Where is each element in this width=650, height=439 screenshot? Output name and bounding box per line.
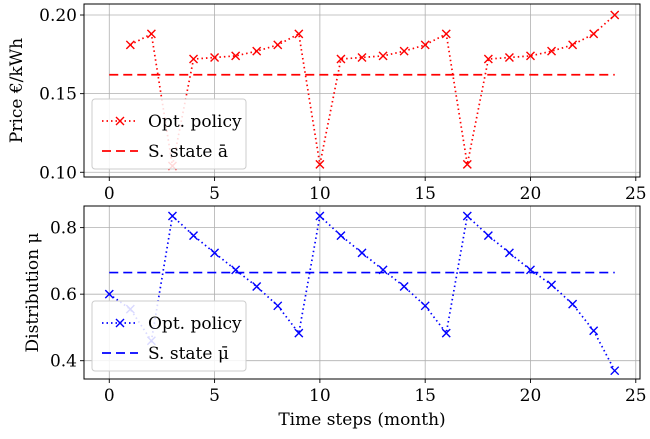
legend-label: S. state μ̄	[148, 344, 229, 364]
data-point-marker	[568, 299, 578, 309]
data-point-marker	[294, 328, 304, 338]
data-point-marker	[357, 52, 367, 62]
distribution-panel: 0 5 10 15 20 25 0.4 0.6 0.8 Distribution μ Time st…	[23, 205, 647, 430]
data-point-marker	[273, 40, 283, 50]
data-point-marker	[294, 29, 304, 39]
data-point-marker	[568, 40, 578, 50]
data-point-marker	[189, 54, 199, 64]
y-tick-label: 0.8	[50, 219, 77, 239]
x-tick-label: 15	[414, 184, 436, 204]
data-point-marker	[315, 211, 325, 221]
legend-marker	[115, 116, 125, 126]
data-point-marker	[547, 46, 557, 56]
data-point-marker	[336, 231, 346, 241]
data-point-marker	[462, 211, 472, 221]
data-point-marker	[441, 328, 451, 338]
data-point-marker	[378, 51, 388, 61]
x-tick-label: 5	[209, 386, 220, 406]
data-point-marker	[210, 52, 220, 62]
x-tick-label: 0	[104, 184, 115, 204]
data-point-marker	[610, 10, 620, 20]
data-point-marker	[589, 326, 599, 336]
data-point-marker	[525, 51, 535, 61]
series-line	[129, 14, 616, 167]
data-point-marker	[252, 46, 262, 56]
price-panel: 0 5 10 15 20 25 0.10 0.15 0.20 Price €/kWh Opt. po…	[7, 3, 647, 204]
x-axis-label: Time steps (month)	[278, 410, 445, 430]
data-point-marker	[399, 46, 409, 56]
legend-label: Opt. policy	[148, 112, 242, 132]
data-point-marker	[273, 301, 283, 311]
data-point-marker	[315, 159, 325, 169]
legend-label: S. state ā	[148, 142, 228, 162]
legend-marker	[115, 318, 125, 328]
y-tick-label: 0.6	[50, 285, 77, 305]
data-point-marker	[231, 51, 241, 61]
data-point-marker	[210, 248, 220, 258]
axes-frame	[83, 3, 641, 178]
y-tick-label: 0.10	[39, 163, 77, 183]
legend-label: Opt. policy	[148, 314, 242, 334]
data-point-marker	[420, 301, 430, 311]
data-point-marker	[483, 231, 493, 241]
data-point-marker	[420, 40, 430, 50]
data-point-marker	[336, 54, 346, 64]
x-tick-label: 25	[625, 184, 647, 204]
data-point-marker	[504, 52, 514, 62]
x-tick-label: 20	[520, 386, 542, 406]
y-axis-label: Price €/kWh	[7, 38, 27, 143]
data-point-marker	[483, 54, 493, 64]
y-tick-label: 0.4	[50, 352, 77, 372]
data-point-marker	[125, 40, 135, 50]
y-axis-label: Distribution μ	[23, 233, 43, 353]
data-point-marker	[252, 282, 262, 292]
data-point-marker	[167, 211, 177, 221]
x-tick-label: 20	[520, 184, 542, 204]
data-point-marker	[189, 231, 199, 241]
data-point-marker	[462, 159, 472, 169]
y-tick-label: 0.15	[39, 85, 77, 105]
x-tick-label: 10	[309, 184, 331, 204]
axes-frame	[83, 205, 641, 380]
data-point-marker	[547, 280, 557, 290]
x-tick-label: 15	[414, 386, 436, 406]
x-tick-label: 5	[209, 184, 220, 204]
data-point-marker	[589, 29, 599, 39]
data-point-marker	[610, 366, 620, 376]
x-tick-label: 0	[104, 386, 115, 406]
data-point-marker	[441, 29, 451, 39]
data-point-marker	[104, 289, 114, 299]
data-point-marker	[146, 29, 156, 39]
data-point-marker	[504, 248, 514, 258]
x-tick-label: 25	[625, 386, 647, 406]
x-tick-label: 10	[309, 386, 331, 406]
data-point-marker	[357, 248, 367, 258]
data-point-marker	[399, 282, 409, 292]
y-tick-label: 0.20	[39, 6, 77, 26]
